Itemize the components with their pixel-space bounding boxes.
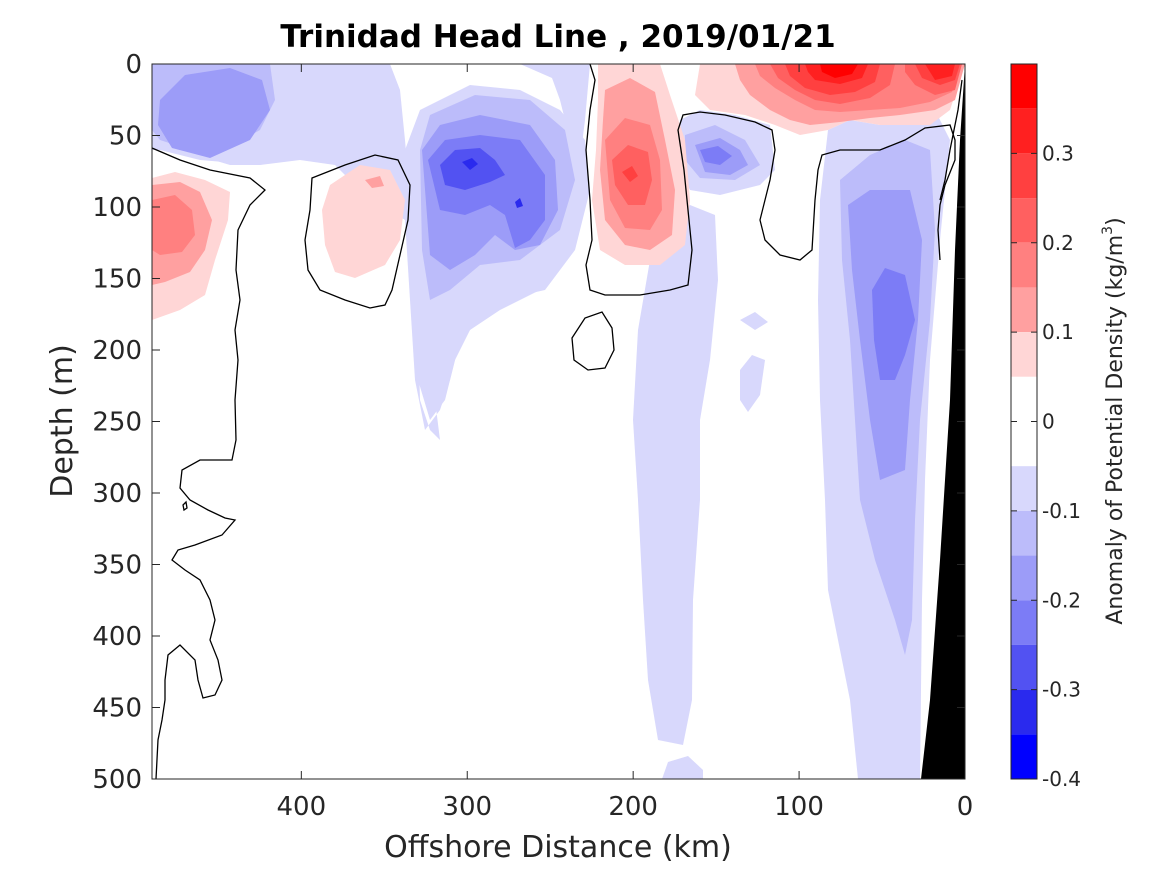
y-tick-label: 500 bbox=[92, 765, 142, 795]
colorbar-swatch bbox=[1011, 153, 1037, 199]
colorbar-tick-label: 0.3 bbox=[1042, 141, 1074, 165]
y-axis-title: Depth (m) bbox=[45, 344, 80, 498]
colorbar-swatch bbox=[1011, 332, 1037, 377]
contour-region-pos-7-top-coastal bbox=[820, 64, 858, 78]
colorbar-title-superscript: 3 bbox=[1100, 226, 1116, 235]
y-axis: 0 50 100 150 200 250 300 350 400 450 500 bbox=[92, 50, 965, 795]
y-tick-label: 200 bbox=[92, 336, 142, 366]
colorbar-swatch bbox=[1011, 600, 1037, 645]
colorbar-swatch bbox=[1011, 108, 1037, 154]
contour-region-pos-2-mid-west bbox=[365, 176, 384, 188]
zero-contour-west-deep bbox=[152, 147, 266, 779]
y-tick-label: 100 bbox=[92, 193, 142, 223]
x-tick-label: 400 bbox=[277, 792, 327, 822]
plot-area bbox=[152, 64, 965, 779]
colorbar-swatch bbox=[1011, 644, 1037, 690]
colorbar-title: Anomaly of Potential Density (kg/m3) bbox=[1100, 217, 1128, 624]
x-tick-label: 200 bbox=[608, 792, 658, 822]
colorbar-tick-label: 0.2 bbox=[1042, 231, 1074, 255]
contour-region-neg-1-mid-plume bbox=[633, 205, 718, 745]
contour-region-pos-1-mid-west bbox=[322, 165, 405, 278]
zero-contour-mid-west-loop bbox=[304, 154, 411, 309]
zero-contour-mid-small-loop bbox=[571, 311, 615, 371]
y-tick-label: 150 bbox=[92, 265, 142, 295]
y-tick-label: 250 bbox=[92, 408, 142, 438]
colorbar-title-close: ) bbox=[1103, 217, 1128, 226]
colorbar-tick-label: -0.2 bbox=[1042, 588, 1081, 612]
y-tick-label: 50 bbox=[109, 122, 142, 152]
y-tick-label: 350 bbox=[92, 551, 142, 581]
colorbar-tick-label: 0.1 bbox=[1042, 320, 1074, 344]
colorbar-swatch bbox=[1011, 287, 1037, 333]
zero-contour-west-deep-small bbox=[182, 500, 188, 512]
chart-title: Trinidad Head Line , 2019/01/21 bbox=[280, 19, 835, 55]
zero-contour-lines bbox=[152, 64, 963, 779]
colorbar-swatch bbox=[1011, 466, 1037, 511]
x-axis: 400 300 200 100 0 bbox=[277, 64, 974, 822]
colorbar-swatch bbox=[1011, 64, 1037, 109]
colorbar-title-main: Anomaly of Potential Density (kg/m bbox=[1103, 235, 1128, 625]
colorbar-swatch bbox=[1011, 689, 1037, 735]
contour-region-neg-5-mid-west bbox=[440, 148, 505, 190]
contour-region-neg-3-top-west bbox=[158, 68, 270, 158]
contour-region-neg-1-small-patch bbox=[740, 312, 768, 330]
contour-region-neg-4-coastal-upper bbox=[700, 146, 732, 165]
colorbar-swatch bbox=[1011, 734, 1037, 779]
x-tick-label: 0 bbox=[957, 792, 974, 822]
contour-region-neg-4-deep-coastal bbox=[872, 268, 915, 380]
zero-contour-mid bbox=[585, 64, 956, 296]
y-tick-label: 400 bbox=[92, 622, 142, 652]
contour-region-neg-1-small-patch-2 bbox=[740, 355, 765, 412]
y-tick-label: 450 bbox=[92, 694, 142, 724]
x-axis-title: Offshore Distance (km) bbox=[384, 830, 732, 865]
colorbar-tick-label: -0.3 bbox=[1042, 678, 1081, 702]
contour-region-pos-6-top-coastal-2 bbox=[925, 64, 955, 80]
bathymetry-wedge bbox=[921, 64, 965, 779]
colorbar-swatch bbox=[1011, 242, 1037, 288]
colorbar-swatch bbox=[1011, 510, 1037, 556]
contour-region-neg-6-small bbox=[515, 198, 523, 208]
y-tick-label: 0 bbox=[125, 50, 142, 80]
colorbar-swatch bbox=[1011, 198, 1037, 243]
y-tick-label: 300 bbox=[92, 479, 142, 509]
colorbar-tick-label: 0 bbox=[1042, 410, 1055, 434]
x-tick-label: 300 bbox=[442, 792, 492, 822]
x-tick-label: 100 bbox=[774, 792, 824, 822]
contour-region-neg-6-mid-west bbox=[462, 158, 478, 170]
colorbar-ticks: 0.3 0.2 0.1 0 -0.1 -0.2 -0.3 -0.4 bbox=[1011, 141, 1081, 791]
colorbar-swatch bbox=[1011, 555, 1037, 601]
colorbar-tick-label: -0.1 bbox=[1042, 499, 1081, 523]
colorbar-tick-label: -0.4 bbox=[1042, 767, 1081, 791]
zero-contour-coastal-thin bbox=[939, 79, 963, 201]
contour-region-neg-1-bottom-blob bbox=[662, 756, 703, 779]
contour-region-pos-5-mid bbox=[622, 166, 638, 182]
colorbar bbox=[1011, 64, 1037, 779]
contour-region-pos-3-west-deep bbox=[152, 195, 195, 255]
